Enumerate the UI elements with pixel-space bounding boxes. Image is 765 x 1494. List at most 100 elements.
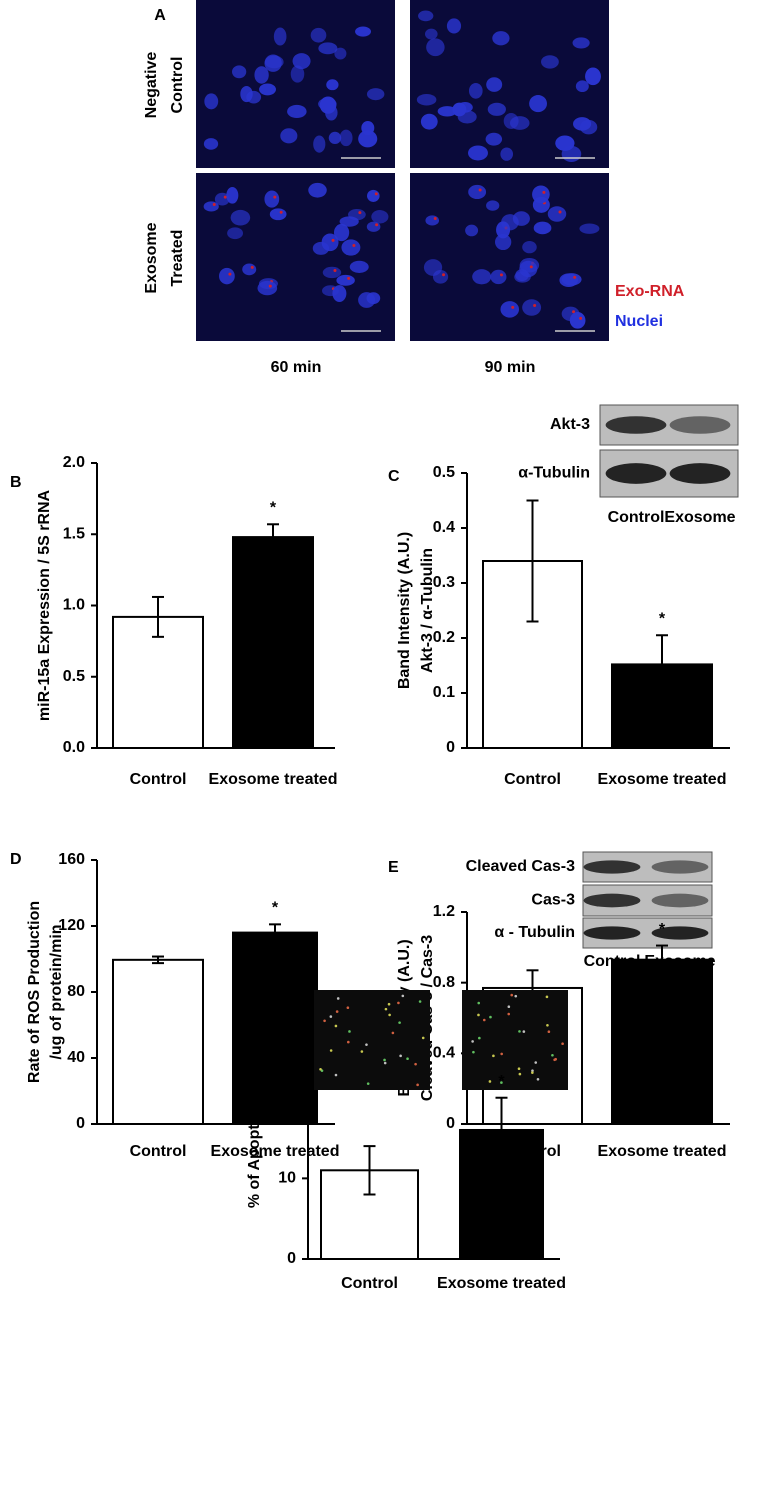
y-tick-label: 0.1 [433,684,455,701]
nucleus [333,223,350,242]
y-tick-label: 0.8 [433,974,455,991]
panel-letter: F [256,1006,266,1023]
cell-dot [421,1036,425,1040]
cell-dot [383,1061,387,1065]
nucleus [312,241,330,255]
panel-letter: B [10,474,22,491]
legend-label: Exo-RNA [615,283,685,300]
significance: * [272,900,279,917]
cell-dot [518,1030,521,1033]
y-axis-label: Rate of ROS Production [26,901,43,1083]
cell-dot [398,1021,401,1024]
exo-rna-dot [352,243,356,247]
x-tick-label: Exosome treated [437,1275,566,1292]
blot-band [651,860,709,874]
column-label: 60 min [271,359,322,376]
y-tick-label: 0.5 [63,668,85,685]
cell-dot [507,1012,511,1016]
cell-dot [488,1080,492,1083]
exo-rna-dot [331,238,335,242]
cell-dot [319,1067,322,1071]
nucleus [203,138,219,150]
blot-row-label: α-Tubulin [518,465,590,482]
blot-band [605,416,667,434]
nucleus [358,130,378,148]
cell-dot [545,995,549,999]
nucleus [328,131,342,144]
blot-band [669,416,731,434]
error-bar [152,955,164,965]
nucleus [423,259,443,276]
cell-dot [416,1083,419,1087]
nucleus [575,80,589,93]
cell-dot [365,1043,368,1046]
cell-dot [323,1019,326,1023]
nucleus [313,135,326,153]
y-tick-label: 1.5 [63,525,85,542]
y-tick-label: 30 [278,1008,296,1025]
nucleus [280,128,298,144]
y-tick-label: 1.2 [433,903,455,920]
nucleus [532,185,550,204]
nucleus [292,53,311,70]
exo-rna-dot [442,273,446,277]
y-tick-label: 0 [446,739,455,756]
y-tick-label: 0.5 [433,464,455,481]
cell-dot [478,1036,481,1040]
y-tick-label: 0 [287,1250,296,1267]
nucleus [332,285,347,302]
cell-dot [348,1030,351,1033]
nucleus [339,129,353,147]
nucleus [416,93,437,106]
error-bar [495,1096,508,1164]
nucleus [273,27,287,46]
blot-band [583,926,641,940]
cell-dot [334,1073,338,1077]
y-tick-label: 120 [58,917,85,934]
blot-band [583,893,641,908]
exo-rna-dot [533,303,537,307]
exo-rna-dot [375,223,379,227]
exo-rna-dot [573,275,577,279]
row-label: Negative [143,52,160,119]
exo-rna-dot [279,210,283,214]
column-label: 90 min [485,359,536,376]
nucleus [468,184,487,200]
nucleus [426,38,445,57]
y-axis-label: Akt-3 / α-Tubulin [419,548,436,673]
bar [611,958,713,1126]
x-tick-label: Exosome treated [598,1143,727,1160]
inset-image [462,990,568,1090]
nucleus [290,65,305,83]
cell-dot [347,1040,350,1044]
y-tick-label: 0 [446,1115,455,1132]
y-tick-label: 0.3 [433,574,455,591]
nucleus [579,119,598,135]
error-bar [656,634,668,695]
cell-dot [489,1015,492,1019]
cell-dot [414,1062,417,1066]
y-axis-label: /ug of protein/min [48,924,65,1059]
y-tick-label: 0 [76,1115,85,1132]
nucleus [264,190,280,208]
bar [232,931,318,1125]
nucleus [547,206,567,222]
nucleus [486,200,500,211]
blot-row-label: Cas-3 [531,892,575,909]
inset-image [314,990,430,1090]
error-bar [656,944,668,975]
x-tick-label: Control [130,1143,187,1160]
nucleus [437,106,457,117]
panel-letter: D [10,851,22,868]
significance: * [498,1073,505,1090]
exo-rna-dot [572,310,576,314]
nucleus [226,186,239,204]
cell-dot [399,1054,402,1058]
cell-dot [507,1005,511,1008]
nucleus [579,223,600,234]
y-tick-label: 1.0 [63,597,85,614]
significance: * [659,921,666,938]
cell-dot [387,1002,391,1006]
cell-dot [335,1010,339,1013]
nucleus [494,234,512,251]
